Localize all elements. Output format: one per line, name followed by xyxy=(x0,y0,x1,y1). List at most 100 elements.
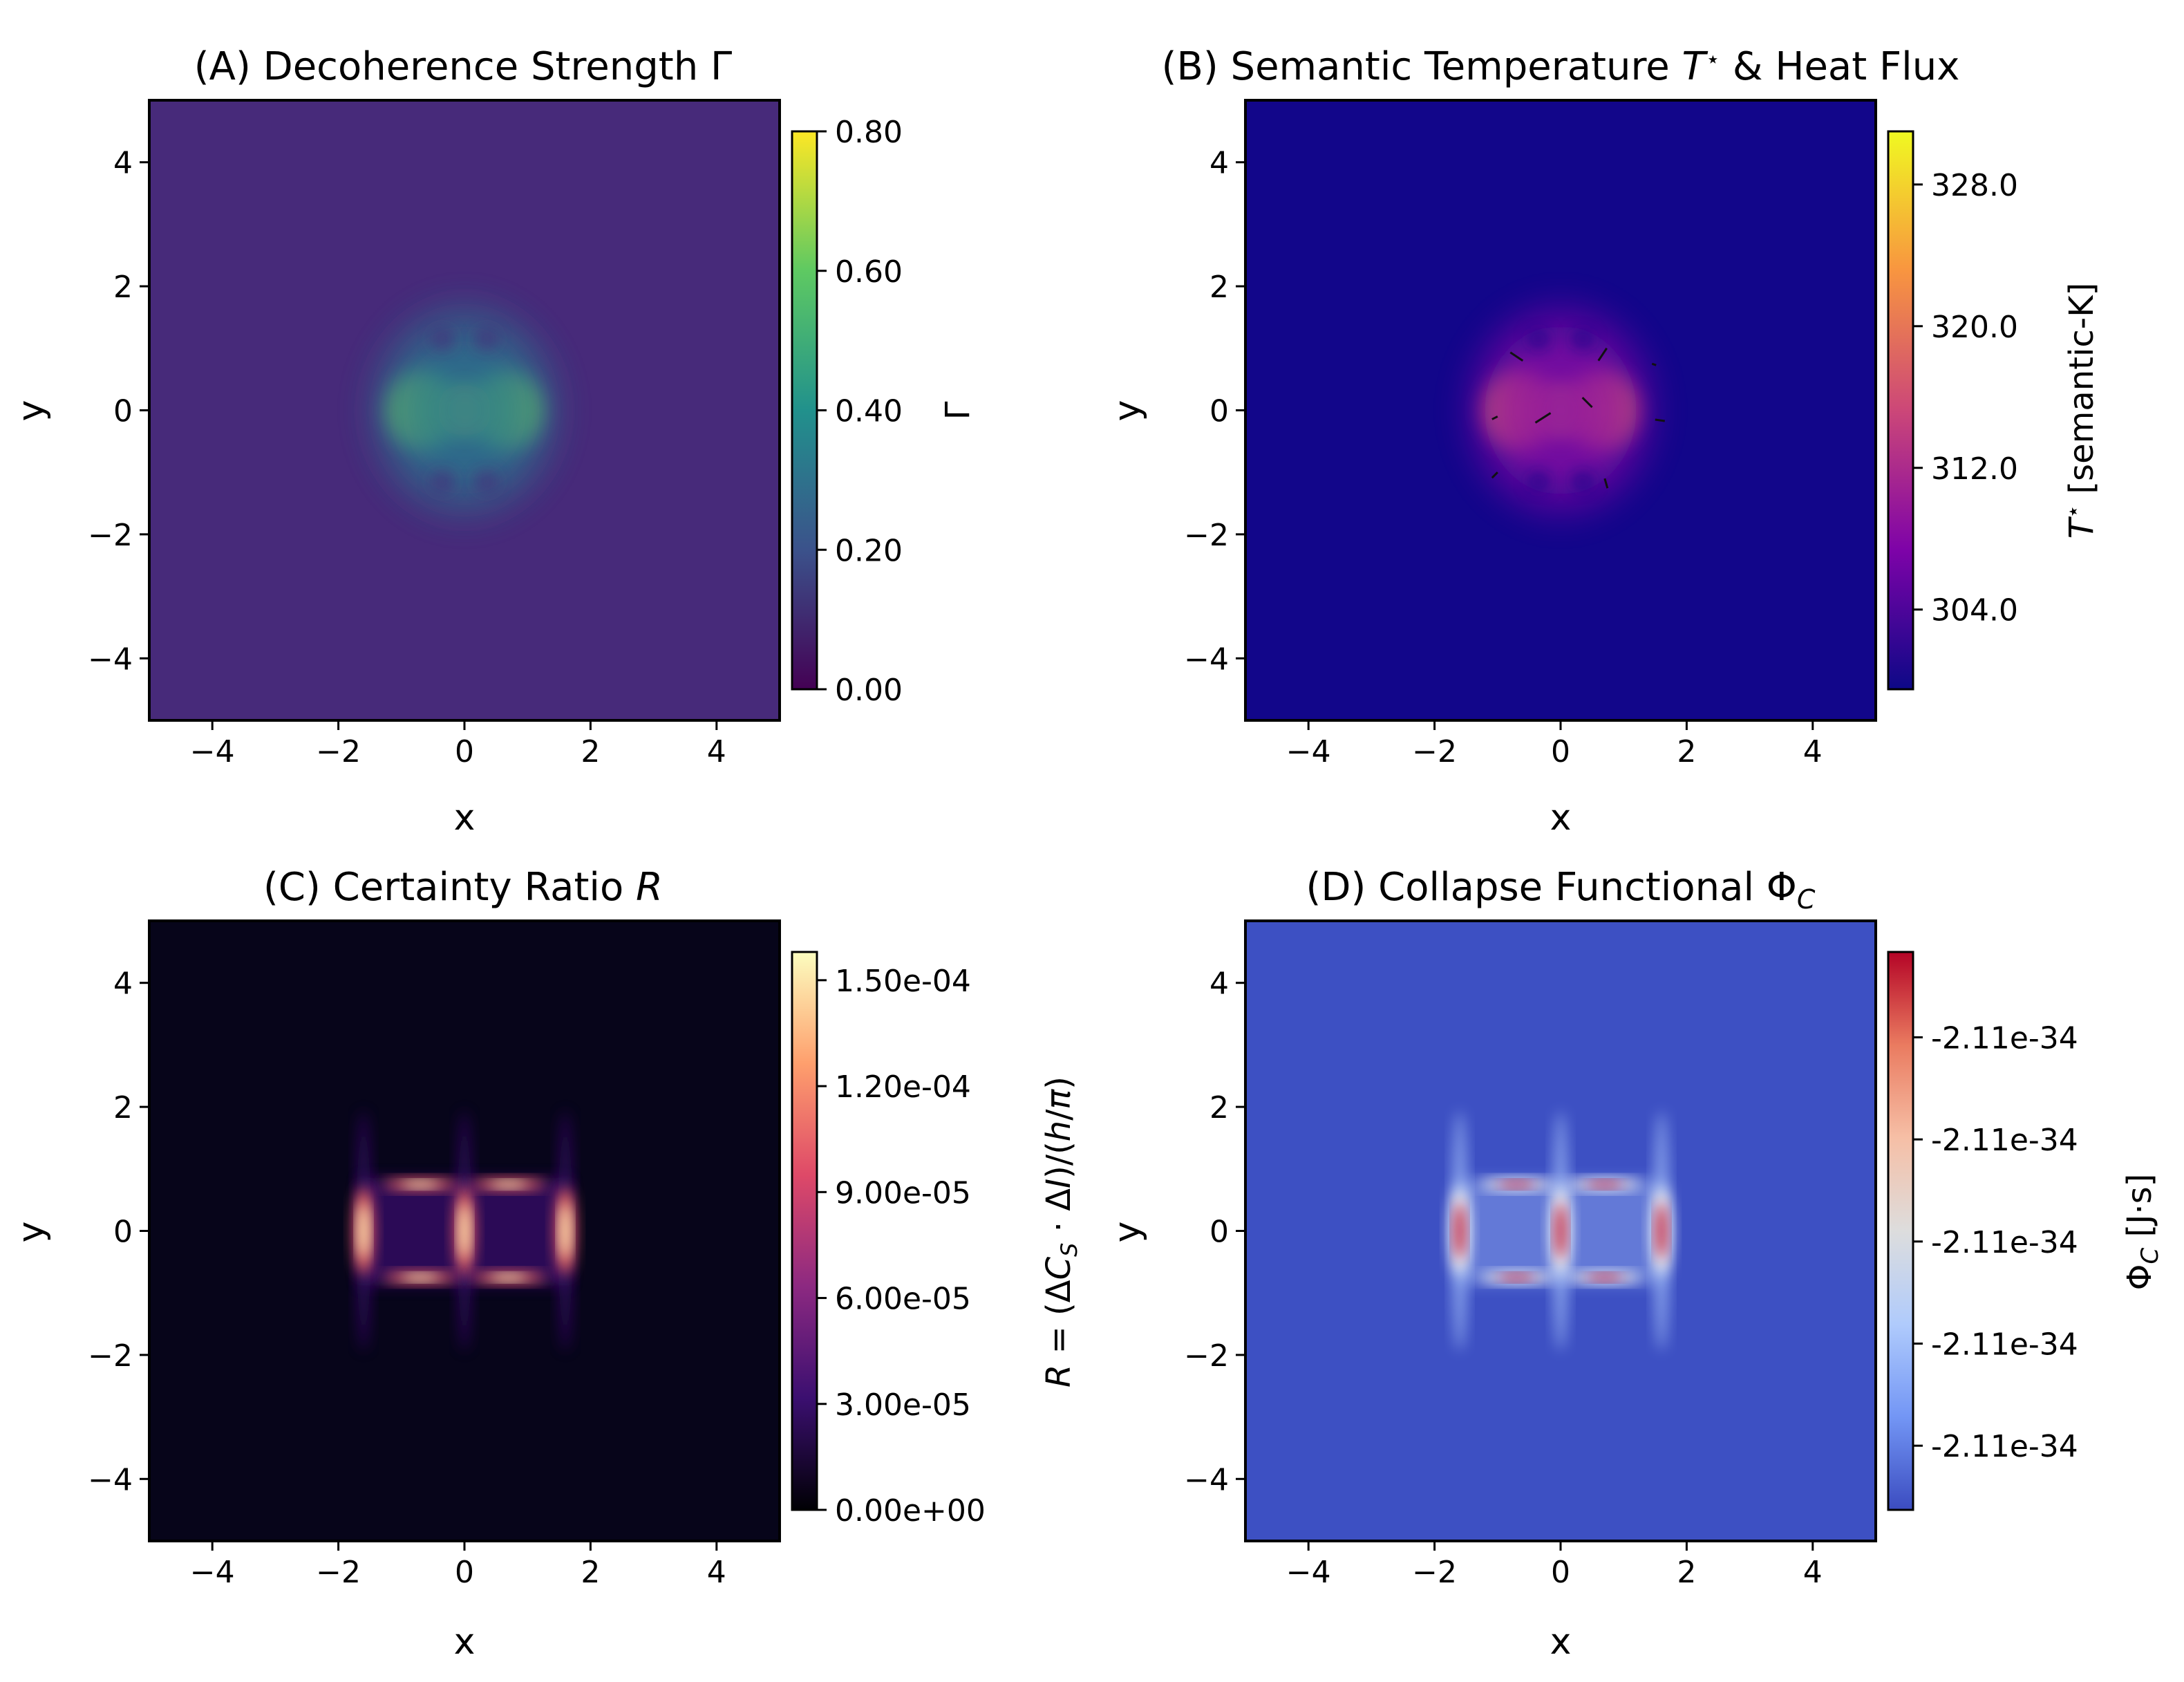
panel-c: (C) Certainty Ratio R −4 −4 −2 −2 0 0 2 2 4 4 x y… xyxy=(10,865,1082,1663)
colorbar-tick-label: 3.00e-05 xyxy=(835,1387,971,1423)
colorbar-tick-label: -2.11e-34 xyxy=(1931,1020,2078,1056)
dip-region xyxy=(1525,327,1552,351)
colorbar-tick-label: 1.50e-04 xyxy=(835,964,971,999)
y-tick-label: 0 xyxy=(1209,394,1229,429)
panel-b-axes: −4 −4 −2 −2 0 0 2 2 4 4 xyxy=(1184,146,1823,769)
y-tick-label: 0 xyxy=(113,394,133,429)
heat-flux-arrow xyxy=(1581,396,1593,409)
vertical-ridge-core xyxy=(1454,1202,1465,1260)
y-tick-label: 2 xyxy=(1209,270,1229,305)
panel-d-colorbar xyxy=(1887,951,1914,1511)
y-tick-label: 2 xyxy=(113,1090,133,1125)
panel-a-colorbar-label: Γ xyxy=(939,401,977,420)
y-tick-label: 4 xyxy=(1209,966,1229,1002)
halo-region xyxy=(354,287,575,534)
panel-a-title: (A) Decoherence Strength Γ xyxy=(194,44,732,89)
panel-d-title: (D) Collapse Functional ΦC xyxy=(1306,865,1816,915)
panel-b: (B) Semantic Temperature T⋆ & Heat Flux … xyxy=(1107,44,2101,839)
dip-region xyxy=(1525,470,1552,494)
horizontal-ridge-core xyxy=(1585,1274,1624,1281)
dip-region xyxy=(1570,470,1596,494)
y-tick-label: −4 xyxy=(1184,1462,1229,1497)
panel-b-title: (B) Semantic Temperature T⋆ & Heat Flux xyxy=(1162,44,1960,89)
x-tick-label: 4 xyxy=(1803,1555,1823,1590)
heat-flux-arrow xyxy=(1491,415,1498,420)
x-tick-label: −2 xyxy=(316,734,361,769)
colorbar-tick-label: 0.00e+00 xyxy=(835,1493,986,1529)
y-tick-label: −2 xyxy=(88,518,133,553)
x-tick-label: 2 xyxy=(581,734,600,769)
panel-b-ylabel: y xyxy=(1107,400,1148,422)
x-tick-label: 0 xyxy=(455,1555,474,1590)
panel-c-axes: −4 −4 −2 −2 0 0 2 2 4 4 xyxy=(88,966,726,1590)
x-tick-label: −4 xyxy=(1286,1555,1331,1590)
panel-a: (A) Decoherence Strength Γ −4 −4 −2 −2 0 0 2 2 4… xyxy=(10,44,977,839)
panel-c-xlabel: x xyxy=(454,1621,476,1663)
panel-c-colorbar xyxy=(791,951,818,1511)
y-tick-label: 0 xyxy=(113,1215,133,1250)
x-tick-label: −2 xyxy=(1412,1555,1457,1590)
x-tick-label: 0 xyxy=(1551,734,1570,769)
panel-b-heat-flux-arrows xyxy=(1491,347,1666,489)
dip-region xyxy=(1570,327,1596,351)
colorbar-tick-label: 328.0 xyxy=(1931,168,2018,203)
colorbar-tick-label: 0.40 xyxy=(835,394,903,429)
y-tick-label: 2 xyxy=(113,270,133,305)
colorbar-tick-label: -2.11e-34 xyxy=(1931,1429,2078,1464)
y-tick-label: 4 xyxy=(1209,146,1229,181)
panel-b-colorbar xyxy=(1887,130,1914,691)
vertical-ridge-core xyxy=(358,1202,369,1260)
horizontal-ridge-core xyxy=(489,1181,528,1188)
y-tick-label: −2 xyxy=(1184,518,1229,553)
panel-b-heatmap xyxy=(1450,287,1671,534)
halo-region xyxy=(1450,287,1671,534)
vertical-ridge-core xyxy=(1656,1202,1667,1260)
x-tick-label: 2 xyxy=(1677,1555,1696,1590)
y-tick-label: 2 xyxy=(1209,1090,1229,1125)
y-tick-label: −2 xyxy=(88,1338,133,1374)
colorbar-tick-label: 0.20 xyxy=(835,533,903,568)
panel-a-colorbar-ticks: 0.00 0.20 0.40 0.60 0.80 xyxy=(817,115,903,708)
dip-region xyxy=(429,327,455,351)
panel-c-ylabel: y xyxy=(10,1222,52,1243)
panel-a-colorbar xyxy=(791,130,818,691)
colorbar-tick-label: -2.11e-34 xyxy=(1931,1225,2078,1260)
colorbar-tick-label: 6.00e-05 xyxy=(835,1282,971,1317)
dip-region xyxy=(473,470,500,494)
heat-flux-arrow xyxy=(1534,412,1552,424)
dip-region xyxy=(429,470,455,494)
x-tick-label: −4 xyxy=(190,734,235,769)
x-tick-label: 4 xyxy=(1803,734,1823,769)
colorbar-tick-label: -2.11e-34 xyxy=(1931,1327,2078,1363)
x-tick-label: 0 xyxy=(455,734,474,769)
x-tick-label: 4 xyxy=(707,1555,726,1590)
x-tick-label: 2 xyxy=(581,1555,600,1590)
horizontal-ridge-core xyxy=(1497,1274,1536,1281)
panel-d-ylabel: y xyxy=(1107,1222,1148,1243)
panel-c-title: (C) Certainty Ratio R xyxy=(263,865,663,910)
colorbar-tick-label: 312.0 xyxy=(1931,451,2018,487)
vertical-ridge-core xyxy=(560,1202,571,1260)
colorbar-tick-label: 0.60 xyxy=(835,254,903,290)
vertical-ridge-core xyxy=(1555,1202,1566,1260)
colorbar-tick-label: 0.80 xyxy=(835,115,903,150)
panel-a-heatmap xyxy=(354,287,575,534)
x-tick-label: −4 xyxy=(1286,734,1331,769)
colorbar-tick-label: -2.11e-34 xyxy=(1931,1123,2078,1158)
horizontal-ridge-core xyxy=(401,1181,440,1188)
colorbar-tick-label: 304.0 xyxy=(1931,593,2018,628)
x-tick-label: 4 xyxy=(707,734,726,769)
colorbar-tick-label: 9.00e-05 xyxy=(835,1175,971,1211)
panel-a-ylabel: y xyxy=(10,400,52,422)
colorbar-tick-label: 1.20e-04 xyxy=(835,1069,971,1105)
panel-b-colorbar-label: T⋆ [semantic-K] xyxy=(2060,283,2101,539)
y-tick-label: −4 xyxy=(88,642,133,677)
panel-d-colorbar-label: ΦC [J·s] xyxy=(2120,1174,2164,1291)
x-tick-label: 0 xyxy=(1551,1555,1570,1590)
panel-d-colorbar-ticks: -2.11e-34 -2.11e-34 -2.11e-34 -2.11e-34 -2.1… xyxy=(1913,1020,2078,1464)
y-tick-label: −4 xyxy=(1184,642,1229,677)
panel-b-colorbar-ticks: 304.0 312.0 320.0 328.0 xyxy=(1913,168,2018,628)
x-tick-label: 2 xyxy=(1677,734,1696,769)
panel-a-axes: −4 −4 −2 −2 0 0 2 2 4 4 xyxy=(88,146,726,769)
